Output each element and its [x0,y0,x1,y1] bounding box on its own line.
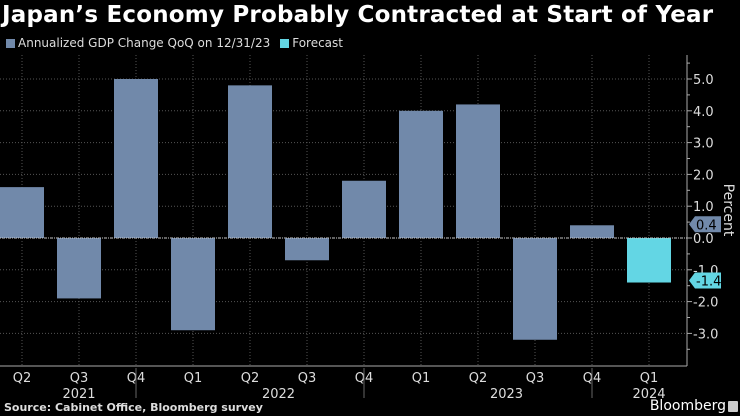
bar-actual [285,238,329,261]
bar-actual [456,104,500,238]
x-tick-label: Q3 [70,371,89,386]
x-year-label: 2024 [632,387,665,402]
bar-actual [57,238,101,299]
legend-swatch-forecast [280,38,290,48]
x-tick-label: Q3 [526,371,545,386]
source-note: Source: Cabinet Office, Bloomberg survey [4,401,263,414]
bar-actual [399,110,443,238]
chart-title: Japan’s Economy Probably Contracted at S… [2,2,714,28]
legend-item-forecast: Forecast [280,36,343,50]
y-tick-label: -2.0 [693,296,718,311]
x-tick-label: Q2 [13,371,32,386]
bar-actual [342,180,386,238]
x-year-label: 2023 [490,387,523,402]
legend-item-actual: Annualized GDP Change QoQ on 12/31/23 [6,36,270,50]
x-year-label: 2022 [262,387,295,402]
legend-swatch-actual [6,38,15,48]
x-tick-label: Q2 [469,371,488,386]
x-year-label: 2021 [62,387,95,402]
y-tick-label: 5.0 [693,73,714,88]
y-tick-label: 1.0 [693,200,714,215]
y-tick-label: 0.0 [693,232,714,247]
value-label: 0.4 [696,218,717,233]
bar-actual [513,238,557,340]
bar-forecast [627,238,671,283]
legend: Annualized GDP Change QoQ on 12/31/23 Fo… [6,36,343,50]
value-label-tag [689,216,721,233]
x-tick-label: Q3 [298,371,317,386]
bar-actual [114,79,158,238]
bloomberg-terminal-icon [728,401,738,412]
bar-actual [171,238,215,331]
bar-actual [0,187,44,238]
x-tick-label: Q1 [640,371,659,386]
x-tick-label: Q1 [184,371,203,386]
y-tick-label: 3.0 [693,137,714,152]
bar-actual [228,85,272,238]
value-label-tag [689,272,721,289]
x-tick-label: Q2 [241,371,260,386]
y-tick-label: 2.0 [693,168,714,183]
bloomberg-logo: Bloomberg [649,398,726,414]
x-tick-label: Q1 [412,371,431,386]
value-label: -1.4 [696,275,721,290]
bar-actual [570,225,614,238]
legend-label-forecast: Forecast [292,36,343,50]
y-tick-label: -3.0 [693,327,718,342]
y-tick-label: 4.0 [693,105,714,120]
legend-label-actual: Annualized GDP Change QoQ on 12/31/23 [18,36,271,50]
y-axis-label: Percent [720,184,736,237]
